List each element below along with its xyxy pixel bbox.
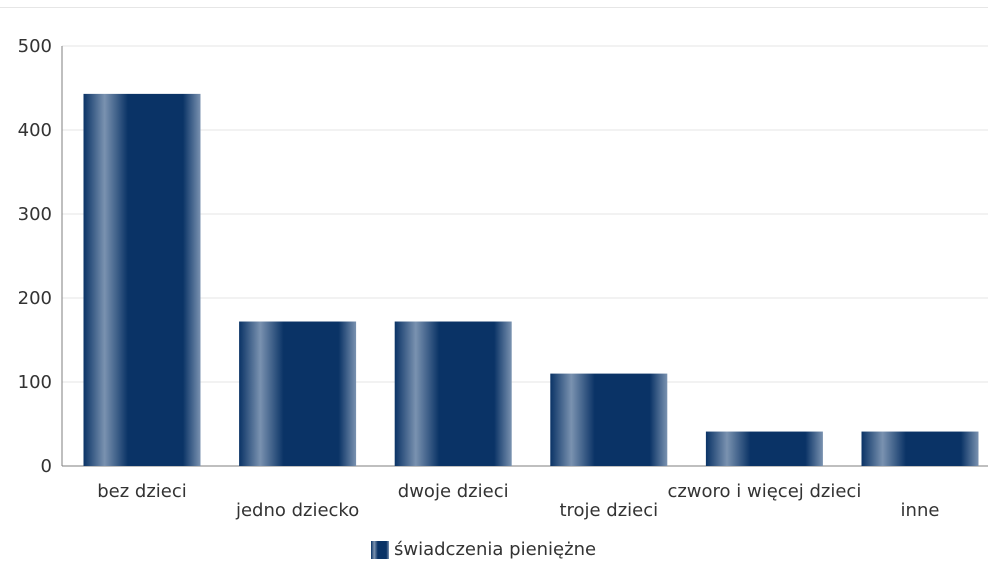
bar	[861, 431, 979, 466]
y-tick-label: 300	[18, 204, 52, 225]
axes	[61, 46, 988, 467]
bar	[83, 93, 201, 466]
legend-label: świadczenia pieniężne	[394, 539, 596, 560]
bar	[705, 431, 823, 466]
y-tick-label: 400	[18, 120, 52, 141]
x-category-label: troje dzieci	[559, 500, 658, 521]
x-category-label: dwoje dzieci	[398, 481, 509, 502]
legend-swatch	[371, 541, 389, 559]
grid-lines	[62, 45, 988, 383]
legend: świadczenia pieniężne	[371, 539, 596, 560]
y-tick-label: 500	[18, 36, 52, 57]
y-tick-label: 100	[18, 372, 52, 393]
bar	[394, 321, 512, 466]
top-divider	[0, 7, 988, 8]
bars	[83, 93, 979, 466]
x-category-label: czworo i więcej dzieci	[667, 481, 861, 502]
y-tick-label: 0	[41, 456, 52, 477]
bar	[550, 373, 668, 466]
bar	[239, 321, 357, 466]
x-category-label: inne	[901, 500, 940, 521]
x-category-label: jedno dziecko	[235, 500, 359, 521]
x-category-label: bez dzieci	[97, 481, 187, 502]
y-tick-label: 200	[18, 288, 52, 309]
x-category-labels: bez dzieci jedno dziecko dwoje dzieci troje…	[97, 481, 939, 521]
y-tick-labels: 0 100 200 300 400 500	[18, 36, 52, 477]
